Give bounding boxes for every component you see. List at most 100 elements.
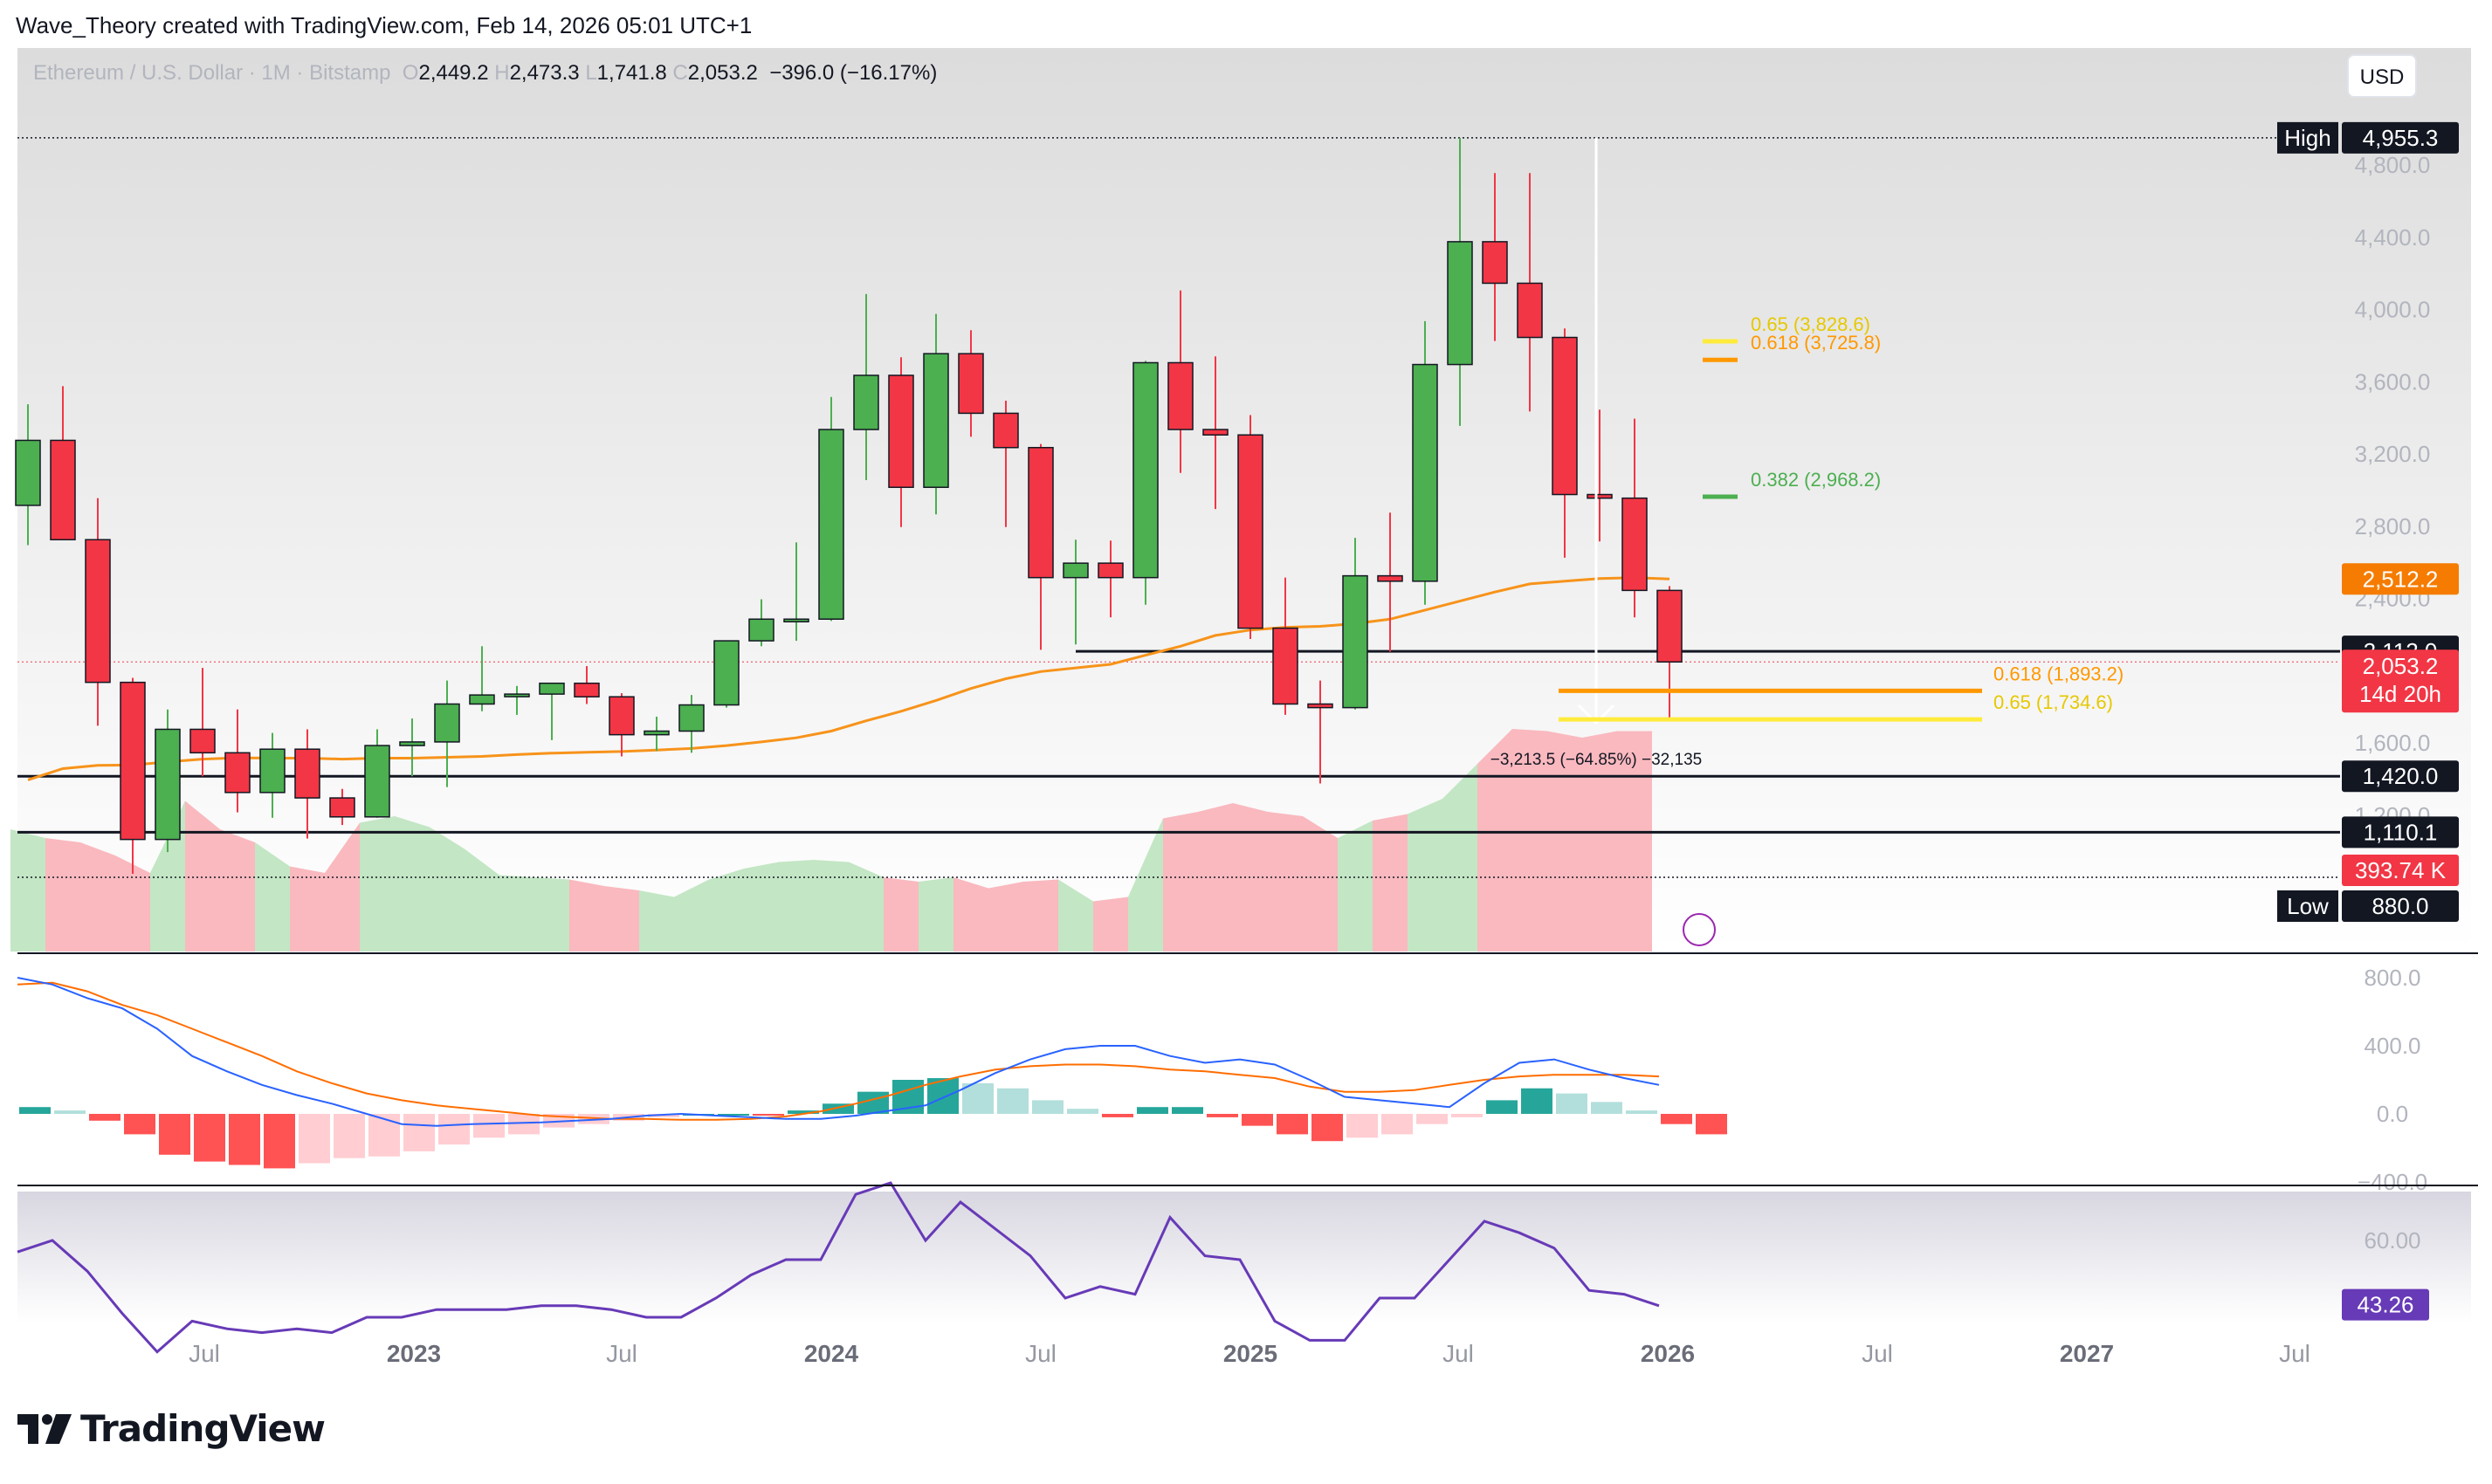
macd-histogram-bar bbox=[753, 1114, 784, 1116]
candle-body bbox=[923, 353, 949, 488]
rsi-line bbox=[17, 1181, 1660, 1354]
candle-body bbox=[504, 693, 530, 697]
macd-histogram-bar bbox=[264, 1114, 295, 1169]
price-tag-box bbox=[2342, 760, 2459, 793]
candle-body bbox=[1342, 574, 1368, 709]
price-tag-value: 1,110.1 bbox=[2364, 819, 2438, 845]
price-tag-box bbox=[2342, 649, 2459, 713]
price-axis-tick: 4,800.0 bbox=[2355, 152, 2431, 178]
macd-histogram-bar bbox=[1556, 1093, 1587, 1114]
symbol-legend: Ethereum / U.S. Dollar · 1M · Bitstamp O… bbox=[33, 61, 937, 86]
candle-body bbox=[1098, 562, 1124, 579]
fib-level-label: 0.65 (3,828.6) bbox=[1751, 313, 1870, 335]
macd-histogram-bar bbox=[823, 1103, 854, 1114]
volume-segment bbox=[45, 838, 80, 952]
axis-layer: 4,800.0 4,400.0 4,000.0 3,600.0 3,200.0 2,800… bbox=[17, 121, 2478, 1367]
price-tag-label: Low bbox=[2287, 893, 2329, 919]
chart-attribution: Wave_Theory created with TradingView.com… bbox=[16, 12, 753, 38]
macd-histogram-bar bbox=[1172, 1107, 1203, 1114]
volume-segment bbox=[1477, 729, 1512, 952]
price-tag-value: 393.74 K bbox=[2355, 857, 2447, 883]
macd-histogram-bar bbox=[1626, 1110, 1657, 1114]
macd-histogram-bar bbox=[299, 1114, 330, 1164]
candle-body bbox=[1028, 446, 1054, 579]
time-axis-label: 2027 bbox=[2060, 1340, 2114, 1367]
macd-histogram-bar bbox=[368, 1114, 400, 1157]
macd-histogram-bar bbox=[159, 1114, 190, 1155]
candle-body bbox=[189, 728, 216, 754]
candle-body bbox=[15, 439, 41, 506]
volume-segment bbox=[255, 842, 290, 952]
low-label: L bbox=[585, 61, 597, 85]
candle-body bbox=[678, 704, 705, 732]
candle-body bbox=[1132, 361, 1159, 579]
candle-body bbox=[1202, 429, 1229, 436]
change-value: −396.0 (−16.17%) bbox=[769, 61, 938, 85]
low-value: 1,741.8 bbox=[596, 61, 667, 85]
macd-axis-tick: 0.0 bbox=[2377, 1101, 2408, 1127]
macd-histogram-bar bbox=[124, 1114, 155, 1135]
price-axis-tick: 2,800.0 bbox=[2355, 513, 2431, 539]
volume-segment bbox=[604, 886, 639, 952]
open-label: O bbox=[402, 61, 419, 85]
macd-signal-line bbox=[17, 981, 1660, 1121]
macd-histogram-bar bbox=[1591, 1102, 1622, 1114]
candle-body bbox=[1447, 241, 1473, 366]
volume-segment bbox=[884, 877, 919, 952]
volume-segment bbox=[1512, 729, 1547, 952]
volume-segment bbox=[1163, 812, 1198, 952]
fib-level-label: 0.618 (1,893.2) bbox=[1993, 663, 2124, 684]
high-value: 2,473.3 bbox=[509, 61, 580, 85]
candle-body bbox=[294, 748, 320, 799]
price-layer: −3,213.5 (−64.85%) −32,135 0.65 (3,828.6)… bbox=[15, 137, 2340, 946]
candle-body bbox=[1167, 361, 1194, 430]
macd-axis-tick: 800.0 bbox=[2364, 965, 2420, 991]
volume-segment bbox=[395, 816, 430, 952]
price-tag-box bbox=[2342, 890, 2459, 922]
volume-segment bbox=[744, 862, 779, 952]
candle-body bbox=[574, 682, 600, 697]
volume-segment bbox=[1373, 814, 1408, 952]
volume-segment bbox=[1128, 818, 1163, 952]
macd-histogram-bar bbox=[438, 1114, 470, 1145]
macd-histogram-bar bbox=[403, 1114, 435, 1151]
tradingview-logo[interactable]: TradingView bbox=[17, 1407, 326, 1450]
macd-histogram-bar bbox=[1137, 1107, 1168, 1114]
candle-body bbox=[1272, 627, 1298, 705]
volume-segment bbox=[10, 829, 45, 952]
time-axis-label: 2026 bbox=[1641, 1340, 1695, 1367]
volume-segment bbox=[674, 879, 709, 952]
volume-layer bbox=[10, 729, 1652, 952]
volume-segment bbox=[569, 879, 604, 952]
tradingview-logo-text: TradingView bbox=[80, 1407, 326, 1450]
macd-histogram-bar bbox=[1381, 1114, 1413, 1135]
currency-button[interactable]: USD bbox=[2347, 54, 2417, 98]
time-axis-label: Jul bbox=[189, 1340, 220, 1367]
rsi-layer: 60.00 43.26 bbox=[17, 1181, 2429, 1354]
volume-segment bbox=[185, 800, 220, 952]
volume-segment bbox=[1338, 821, 1373, 952]
candle-body bbox=[713, 640, 740, 706]
candle-body bbox=[434, 703, 460, 743]
volume-segment bbox=[1442, 764, 1477, 952]
volume-segment bbox=[709, 869, 744, 952]
candle-body bbox=[888, 374, 914, 488]
price-tag-value: 880.0 bbox=[2372, 893, 2428, 919]
candle-body bbox=[1307, 703, 1333, 709]
macd-axis-tick: 400.0 bbox=[2364, 1033, 2420, 1059]
price-tag-label: High bbox=[2284, 125, 2330, 151]
candle-body bbox=[539, 682, 565, 695]
candle-body bbox=[993, 412, 1019, 449]
macd-axis-tick: −400.0 bbox=[2358, 1169, 2427, 1195]
volume-segment bbox=[1617, 731, 1652, 952]
open-value: 2,449.2 bbox=[418, 61, 489, 85]
volume-segment bbox=[1058, 879, 1093, 952]
price-tag-box bbox=[2342, 855, 2459, 886]
volume-segment bbox=[534, 877, 569, 952]
time-axis-label: 2024 bbox=[804, 1340, 859, 1367]
macd-histogram-bar bbox=[1416, 1114, 1448, 1124]
rsi-pane-background bbox=[17, 1192, 2471, 1323]
time-axis-label: Jul bbox=[2279, 1340, 2310, 1367]
candle-body bbox=[155, 728, 181, 841]
